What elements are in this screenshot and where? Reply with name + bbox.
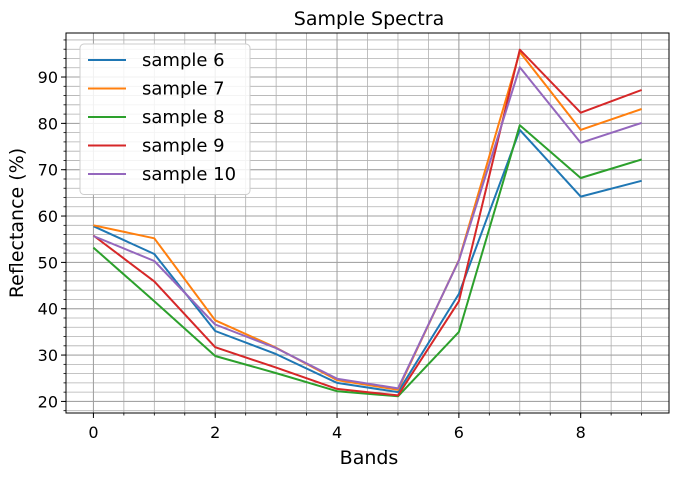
legend-label: sample 6 <box>142 50 225 71</box>
y-tick-label: 70 <box>38 161 58 180</box>
y-tick-label: 50 <box>38 253 58 272</box>
legend-label: sample 7 <box>142 79 225 100</box>
legend-label: sample 9 <box>142 136 225 157</box>
y-tick-label: 30 <box>38 346 58 365</box>
y-tick-label: 90 <box>38 68 58 87</box>
legend-box <box>79 43 251 195</box>
x-tick-label: 8 <box>576 423 586 442</box>
x-tick-label: 4 <box>332 423 342 442</box>
chart-title: Sample Spectra <box>294 8 444 30</box>
x-tick-label: 6 <box>454 423 464 442</box>
series-line <box>93 51 642 391</box>
y-tick-label: 20 <box>38 392 58 411</box>
x-tick-label: 0 <box>88 423 98 442</box>
series-line <box>93 66 642 390</box>
x-axis-label: Bands <box>340 447 399 469</box>
y-axis-label: Reflectance (%) <box>6 148 28 298</box>
y-tick-label: 60 <box>38 207 58 226</box>
series-line <box>92 48 642 397</box>
series-line <box>92 124 642 398</box>
legend-label: sample 10 <box>142 164 236 185</box>
y-tick-label: 80 <box>38 114 58 133</box>
legend-label: sample 8 <box>142 107 225 128</box>
x-tick-label: 2 <box>210 423 220 442</box>
y-tick-label: 40 <box>38 300 58 319</box>
legend: sample 6 sample 7 sample 8 sample 9 sample 1… <box>79 43 251 195</box>
axis-ticks: 0 2 4 6 8 20 30 40 50 60 70 80 90 <box>38 39 642 442</box>
series-lines <box>92 48 642 398</box>
